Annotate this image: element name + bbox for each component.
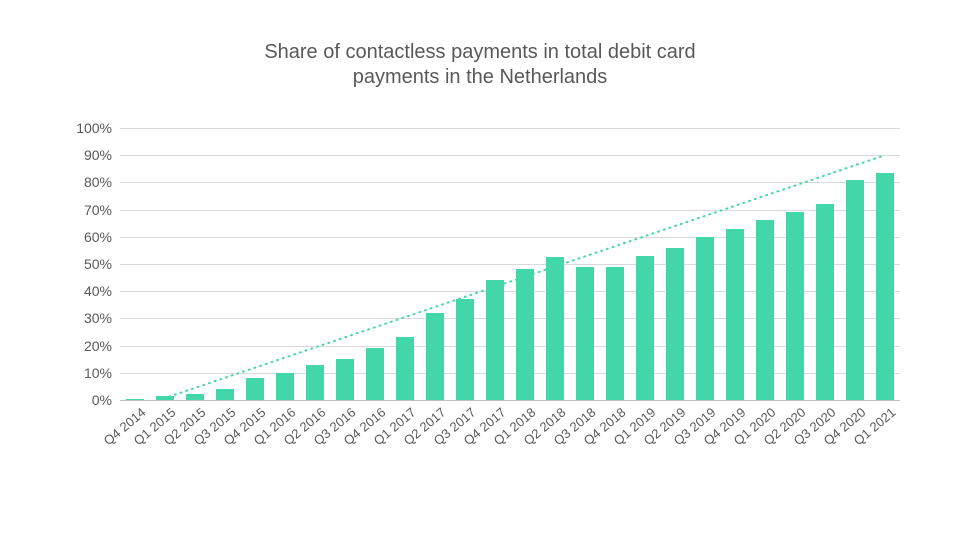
y-tick-label: 70% [84, 202, 120, 218]
bar [426, 313, 445, 400]
y-tick-label: 60% [84, 229, 120, 245]
bar [216, 389, 235, 400]
bar [456, 299, 475, 400]
bar [306, 365, 325, 400]
y-tick-label: 80% [84, 174, 120, 190]
bar-slot: Q2 2015 [180, 128, 210, 400]
bar [336, 359, 355, 400]
bar [276, 373, 295, 400]
bar [126, 399, 145, 400]
bar [486, 280, 505, 400]
y-tick-label: 50% [84, 256, 120, 272]
bar-slot: Q3 2020 [810, 128, 840, 400]
chart-container: Share of contactless payments in total d… [0, 0, 960, 540]
bar [396, 337, 415, 400]
bar [576, 267, 595, 400]
bar-slot: Q4 2019 [720, 128, 750, 400]
bar [546, 257, 565, 400]
bar [666, 248, 685, 400]
plot-area: 0%10%20%30%40%50%60%70%80%90%100% Q4 201… [120, 128, 900, 400]
bar-slot: Q4 2020 [840, 128, 870, 400]
bar [606, 267, 625, 400]
y-tick-label: 40% [84, 283, 120, 299]
y-tick-label: 100% [76, 120, 120, 136]
bar [876, 173, 895, 400]
y-tick-label: 10% [84, 365, 120, 381]
x-axis-line [120, 400, 900, 401]
bar [696, 237, 715, 400]
bar-slot: Q4 2017 [480, 128, 510, 400]
bar-slot: Q3 2019 [690, 128, 720, 400]
bar-slot: Q2 2017 [420, 128, 450, 400]
bar-slot: Q2 2019 [660, 128, 690, 400]
bar-slot: Q3 2016 [330, 128, 360, 400]
bar [366, 348, 385, 400]
bar [636, 256, 655, 400]
bar-slot: Q3 2015 [210, 128, 240, 400]
bar [756, 220, 775, 400]
bar [516, 269, 535, 400]
bar [726, 229, 745, 400]
bar [816, 204, 835, 400]
bar [156, 396, 175, 400]
bar-slot: Q1 2021 [870, 128, 900, 400]
bar [846, 180, 865, 400]
bar [246, 378, 265, 400]
bar-slot: Q1 2017 [390, 128, 420, 400]
bar-slot: Q1 2016 [270, 128, 300, 400]
y-tick-label: 20% [84, 338, 120, 354]
chart-title: Share of contactless payments in total d… [0, 40, 960, 90]
bar-slot: Q4 2014 [120, 128, 150, 400]
bar-slot: Q2 2018 [540, 128, 570, 400]
bar-slot: Q1 2015 [150, 128, 180, 400]
bar-slot: Q4 2018 [600, 128, 630, 400]
bar [186, 394, 205, 400]
y-tick-label: 30% [84, 310, 120, 326]
bar-slot: Q1 2018 [510, 128, 540, 400]
bar-slot: Q4 2015 [240, 128, 270, 400]
bar [786, 212, 805, 400]
y-tick-label: 0% [92, 392, 120, 408]
bar-slot: Q3 2018 [570, 128, 600, 400]
bar-slot: Q3 2017 [450, 128, 480, 400]
bars-group: Q4 2014Q1 2015Q2 2015Q3 2015Q4 2015Q1 20… [120, 128, 900, 400]
bar-slot: Q1 2020 [750, 128, 780, 400]
bar-slot: Q2 2020 [780, 128, 810, 400]
y-tick-label: 90% [84, 147, 120, 163]
bar-slot: Q4 2016 [360, 128, 390, 400]
bar-slot: Q2 2016 [300, 128, 330, 400]
bar-slot: Q1 2019 [630, 128, 660, 400]
